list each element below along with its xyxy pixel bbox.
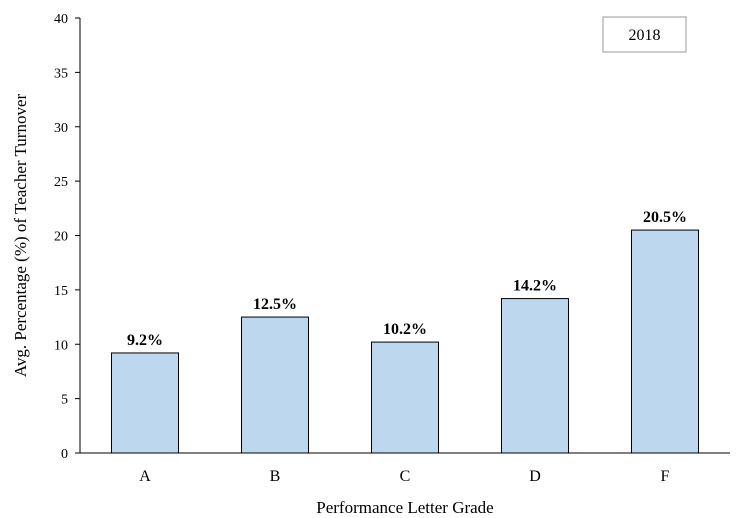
y-tick-label: 5 bbox=[61, 393, 68, 408]
data-label-D: 14.2% bbox=[513, 278, 557, 295]
bar-B bbox=[241, 316, 309, 454]
x-tick-label-D: D bbox=[529, 468, 541, 485]
y-tick-label: 10 bbox=[54, 338, 68, 353]
y-tick-label: 35 bbox=[54, 66, 68, 81]
bars bbox=[111, 229, 699, 454]
y-tick-label: 0 bbox=[61, 447, 68, 462]
y-axis-title: Avg. Percentage (%) of Teacher Turnover bbox=[11, 94, 30, 378]
data-labels: 9.2% 12.5% 10.2% 14.2% 20.5% bbox=[127, 209, 687, 349]
bar-A bbox=[111, 352, 179, 454]
y-tick-label: 40 bbox=[54, 12, 68, 27]
data-label-F: 20.5% bbox=[643, 209, 687, 226]
x-tick-label-A: A bbox=[139, 468, 151, 485]
y-tick-label: 15 bbox=[54, 284, 68, 299]
x-tick-label-F: F bbox=[661, 468, 670, 485]
legend: 2018 bbox=[602, 16, 687, 53]
y-tick-label: 20 bbox=[54, 230, 68, 245]
y-axis-ticks: 0 5 10 15 20 25 30 35 40 bbox=[54, 12, 80, 462]
data-label-C: 10.2% bbox=[383, 321, 427, 338]
data-label-B: 12.5% bbox=[253, 296, 297, 313]
y-tick-label: 25 bbox=[54, 175, 68, 190]
y-tick-label: 30 bbox=[54, 121, 68, 136]
bar-C bbox=[371, 341, 439, 454]
bar-D bbox=[501, 298, 569, 454]
x-tick-label-C: C bbox=[400, 468, 411, 485]
x-axis-title: Performance Letter Grade bbox=[316, 498, 493, 517]
legend-label: 2018 bbox=[629, 27, 661, 44]
bar-F bbox=[631, 229, 699, 454]
data-label-A: 9.2% bbox=[127, 332, 163, 349]
x-tick-label-B: B bbox=[270, 468, 281, 485]
legend-box bbox=[602, 16, 687, 53]
